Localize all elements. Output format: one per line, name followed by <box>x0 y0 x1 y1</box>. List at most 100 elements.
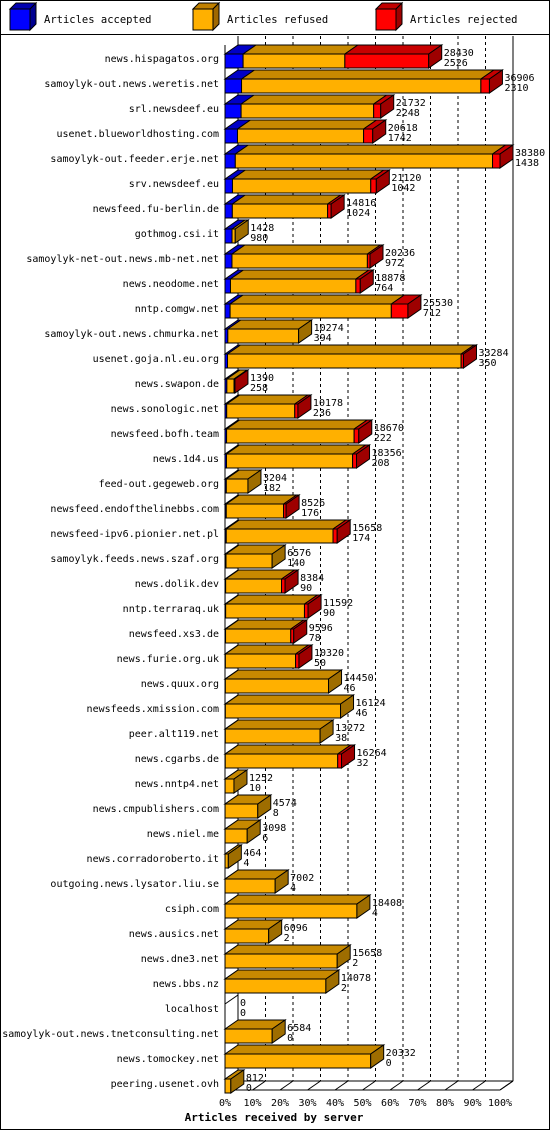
x-tick-label: 70% <box>408 1098 426 1109</box>
bar-side <box>234 219 249 244</box>
bar-segment-refused <box>225 628 292 644</box>
bar-side <box>358 419 373 444</box>
x-tick-label: 100% <box>488 1098 512 1109</box>
bar-segment-refused <box>225 528 334 544</box>
bar-segment-refused <box>229 278 357 294</box>
value-label-received: 3204 <box>263 473 287 484</box>
bar-segment-refused-top <box>223 969 341 980</box>
bar-segment-refused <box>225 453 354 469</box>
bar-segment-refused <box>224 978 327 994</box>
bar-side <box>230 1069 245 1094</box>
bar-segment-refused <box>227 353 462 369</box>
legend-swatch-refused <box>192 8 214 31</box>
category-label: news.nntp4.net <box>135 779 219 790</box>
category-label: samoylyk-net-out.news.mb-net.net <box>26 254 219 265</box>
category-label: news.furie.org.uk <box>117 654 219 665</box>
bar-side <box>488 69 503 94</box>
bar-segment-rejected <box>370 178 377 194</box>
bar-side <box>298 644 313 669</box>
value-label-received: 10178 <box>313 398 343 409</box>
value-label-accepted: 4 <box>372 908 378 919</box>
x-tick <box>444 1080 459 1091</box>
legend-swatch-rejected <box>375 8 397 31</box>
bar-empty <box>224 994 239 1005</box>
value-label-received: 6096 <box>284 923 308 934</box>
bar-segment-refused <box>227 328 300 344</box>
value-label-accepted: 8 <box>273 808 279 819</box>
bar-side <box>257 794 272 819</box>
bar-segment-rejected <box>390 303 409 319</box>
category-labels: news.hispagatos.org samoylyk-out.news.wer… <box>2 54 219 1090</box>
category-label: news.hispagatos.org <box>105 54 219 65</box>
bar-segment-refused-top <box>233 144 508 155</box>
value-label-accepted: 50 <box>314 658 326 669</box>
value-label-received: 20618 <box>388 123 418 134</box>
bar-side <box>340 694 355 719</box>
bar-side <box>271 1019 286 1044</box>
value-label-accepted: 208 <box>372 458 390 469</box>
value-label-accepted: 1024 <box>346 208 370 219</box>
value-label-accepted: 46 <box>356 708 368 719</box>
category-label: news.corradoroberto.it <box>87 854 219 865</box>
bar-segment-rejected <box>295 653 300 669</box>
bar-segment-refused-top <box>224 444 368 455</box>
bar-segment-refused-top <box>223 894 372 905</box>
bar-side <box>341 744 356 769</box>
category-label: newsfeed.endofthelinebbs.com <box>50 504 219 515</box>
category-label: samoylyk-out.news.weretis.net <box>44 79 219 90</box>
value-label-accepted: 980 <box>250 233 268 244</box>
category-label: feed-out.gegeweb.org <box>99 479 219 490</box>
bar-side <box>356 444 371 469</box>
x-tick <box>279 1080 294 1091</box>
bar-segment-accepted <box>224 128 238 144</box>
value-label-accepted: 1742 <box>388 133 412 144</box>
x-axis-title: Articles received by server <box>185 1111 364 1124</box>
value-label-received: 15658 <box>352 948 382 959</box>
value-label-accepted: 32 <box>357 758 369 769</box>
x-tick <box>334 1080 349 1091</box>
value-label-accepted: 10 <box>249 783 261 794</box>
value-label-accepted: 2310 <box>504 83 528 94</box>
bar-segment-accepted <box>224 78 243 94</box>
bar-segment-refused-top <box>224 519 348 530</box>
x-tick-label: 10% <box>243 1098 261 1109</box>
bar-segment-rejected <box>363 128 374 144</box>
category-label: gothmog.csi.it <box>135 229 219 240</box>
bar-segment-refused-top <box>230 244 382 255</box>
bar-segment-refused-top <box>230 194 343 205</box>
value-label-accepted: 764 <box>375 283 393 294</box>
category-label: usenet.goja.nl.eu.org <box>93 354 219 365</box>
bar-side <box>462 344 477 369</box>
value-label-accepted: 712 <box>423 308 441 319</box>
value-label-accepted: 350 <box>478 358 496 369</box>
x-tick-label: 20% <box>271 1098 289 1109</box>
bar-segment-accepted <box>224 53 244 69</box>
bar-side <box>285 494 300 519</box>
bar-segment-refused <box>234 153 494 169</box>
bar-segment-rejected <box>492 153 501 169</box>
bar-side <box>325 969 340 994</box>
category-label: news.1d4.us <box>153 454 219 465</box>
value-label-accepted: 972 <box>385 258 403 269</box>
legend-swatch-accepted <box>9 8 31 31</box>
value-label-received: 8526 <box>301 498 325 509</box>
value-label-received: 9596 <box>309 623 333 634</box>
category-label: news.neodome.net <box>123 279 219 290</box>
value-label-accepted: 1438 <box>515 158 539 169</box>
value-label-accepted: 176 <box>301 508 319 519</box>
category-label: srv.newsdeef.eu <box>129 179 219 190</box>
value-label-accepted: 4 <box>290 883 296 894</box>
category-label: news.quux.org <box>141 679 219 690</box>
value-label-received: 1252 <box>249 773 273 784</box>
value-label-accepted: 0 <box>240 1008 246 1019</box>
bar-side <box>330 194 345 219</box>
category-label: samoylyk-out.feeder.erje.net <box>50 154 219 165</box>
value-label-accepted: 2 <box>284 933 290 944</box>
category-label: nntp.terraraq.uk <box>123 604 219 615</box>
bar-segment-refused-top <box>230 169 386 180</box>
bar-segment-rejected <box>352 453 358 469</box>
value-label-accepted: 0 <box>287 1033 293 1044</box>
category-label: news.ausics.net <box>129 929 219 940</box>
category-label: newsfeed.xs3.de <box>129 629 219 640</box>
value-label-accepted: 2248 <box>396 108 420 119</box>
